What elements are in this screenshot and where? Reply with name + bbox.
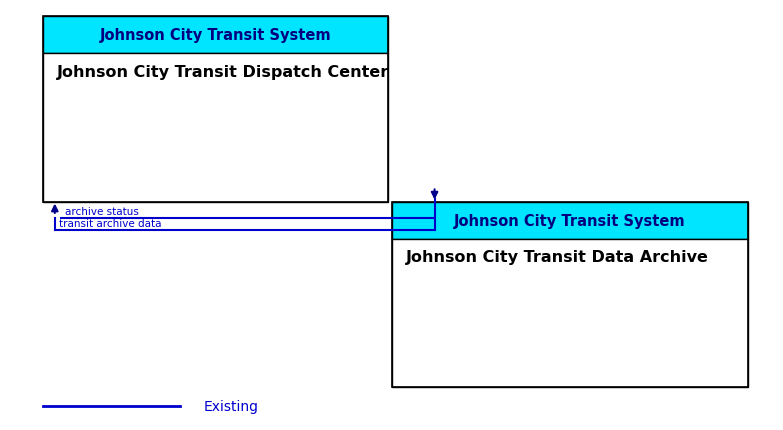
- Text: Johnson City Transit Dispatch Center: Johnson City Transit Dispatch Center: [57, 65, 389, 80]
- Bar: [392, 202, 748, 387]
- Bar: [392, 239, 748, 387]
- Text: transit archive data: transit archive data: [59, 218, 161, 228]
- Text: Johnson City Transit Data Archive: Johnson City Transit Data Archive: [406, 250, 709, 265]
- Text: Johnson City Transit System: Johnson City Transit System: [99, 28, 331, 43]
- Bar: [43, 17, 388, 54]
- Text: Existing: Existing: [204, 399, 258, 413]
- Bar: [43, 17, 388, 202]
- Text: archive status: archive status: [65, 207, 139, 217]
- Text: Johnson City Transit System: Johnson City Transit System: [454, 213, 685, 228]
- Bar: [392, 202, 748, 239]
- Bar: [43, 54, 388, 202]
